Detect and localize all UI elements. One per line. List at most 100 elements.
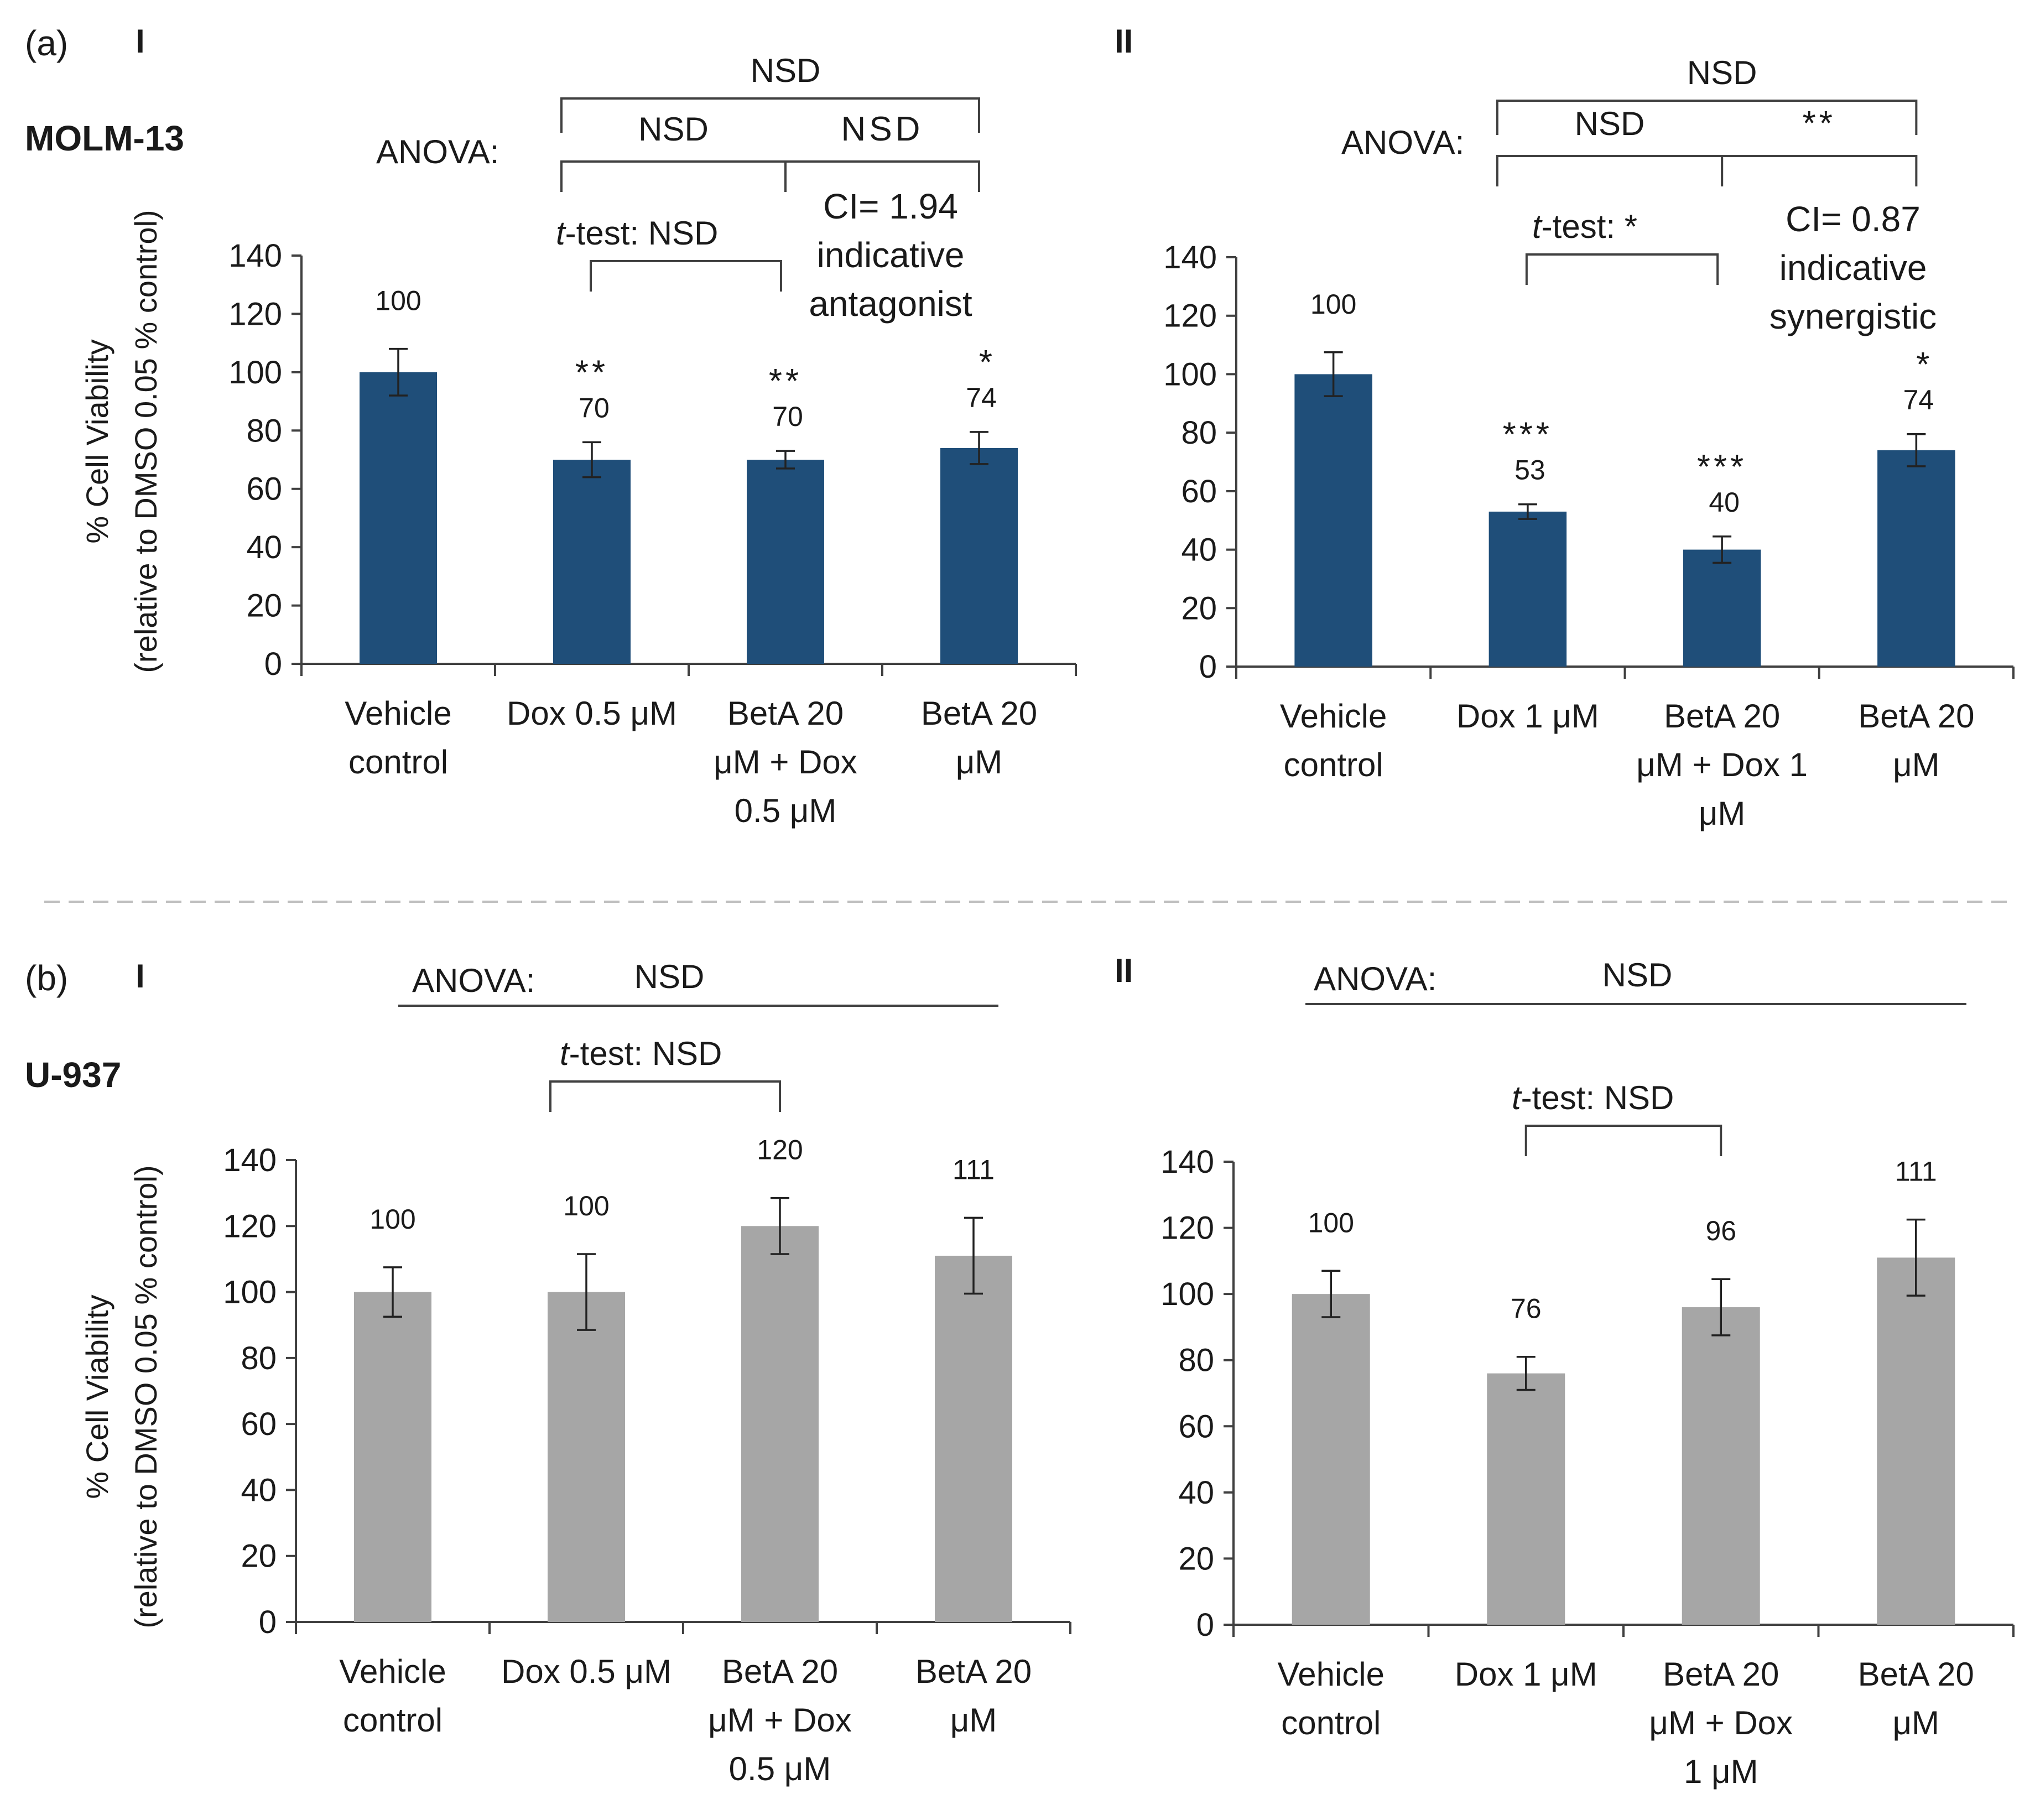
ttest-bracket <box>549 1080 781 1112</box>
chart-molm13-panel-II: II020406080100120140100Vehiclecontrol53*… <box>1115 23 2015 832</box>
bar <box>1294 374 1372 667</box>
y-tick-label: 20 <box>1181 590 1217 626</box>
x-tick-label: Vehicle <box>1280 698 1387 735</box>
anova-outer-result: NSD <box>1687 54 1757 91</box>
data-label: 74 <box>1903 384 1934 415</box>
x-tick-label: μM <box>956 743 1003 781</box>
y-tick-label: 40 <box>246 529 282 565</box>
data-label: 100 <box>1308 1207 1354 1238</box>
y-tick-label: 120 <box>228 296 282 332</box>
x-tick-label: control <box>343 1702 443 1739</box>
x-tick-label: μM + Dox <box>1649 1704 1793 1741</box>
y-axis-title-line1: % Cell Viability <box>80 1294 114 1499</box>
bar <box>940 448 1018 664</box>
significance-mark: ** <box>575 353 608 392</box>
y-tick-label: 60 <box>1181 474 1217 509</box>
data-label: 100 <box>369 1204 415 1235</box>
x-tick-label: control <box>1284 746 1383 783</box>
x-tick-label: control <box>1281 1704 1381 1741</box>
y-tick-label: 140 <box>223 1142 277 1178</box>
ttest-italic-t: t <box>556 215 566 252</box>
y-tick-label: 120 <box>1163 298 1217 334</box>
data-label: 100 <box>375 285 421 316</box>
x-tick-label: 0.5 μM <box>729 1750 831 1787</box>
x-tick-label: Dox 0.5 μM <box>501 1653 672 1690</box>
x-tick-label: Vehicle <box>345 695 451 732</box>
x-tick-label: μM <box>950 1702 997 1739</box>
anova-outer-bracket <box>1496 100 1918 135</box>
significance-mark: * <box>979 344 996 382</box>
y-tick-label: 0 <box>1196 1607 1214 1643</box>
ci-annotation: synergistic <box>1769 297 1937 336</box>
y-tick-label: 40 <box>1178 1475 1214 1511</box>
bar <box>1877 1257 1955 1625</box>
panel-number: I <box>136 958 145 995</box>
significance-mark: *** <box>1503 416 1553 454</box>
ttest-label: t-test: NSD <box>1512 1079 1674 1116</box>
bar <box>553 460 631 664</box>
data-label: 120 <box>757 1135 803 1166</box>
y-tick-label: 80 <box>241 1340 277 1376</box>
y-tick-label: 0 <box>264 646 282 682</box>
data-label: 111 <box>1895 1156 1937 1187</box>
x-tick-label: BetA 20 <box>1663 1656 1779 1693</box>
ttest-bracket <box>1525 253 1719 285</box>
data-label: 76 <box>1511 1293 1542 1324</box>
y-axis-title-b: % Cell Viability (relative to DMSO 0.05 … <box>80 1165 163 1628</box>
ttest-suffix: -test: * <box>1542 208 1637 245</box>
data-label: 96 <box>1705 1215 1736 1246</box>
x-tick-label: BetA 20 <box>727 695 844 732</box>
x-tick-label: Dox 1 μM <box>1455 1656 1597 1693</box>
y-tick-label: 0 <box>1199 649 1217 685</box>
y-tick-label: 20 <box>1178 1541 1214 1577</box>
y-tick-label: 140 <box>1160 1144 1214 1180</box>
bar <box>548 1292 625 1622</box>
anova-label: ANOVA: <box>1341 124 1464 161</box>
x-tick-label: BetA 20 <box>1664 698 1780 735</box>
bar <box>741 1226 819 1622</box>
anova-label: ANOVA: <box>412 962 535 999</box>
y-tick-label: 40 <box>241 1472 277 1508</box>
y-tick-label: 100 <box>1160 1276 1214 1312</box>
data-label: 74 <box>966 382 997 413</box>
anova-left-result: NSD <box>638 111 709 148</box>
x-tick-label: BetA 20 <box>722 1653 838 1690</box>
data-label: 70 <box>579 392 610 423</box>
y-tick-label: 20 <box>246 588 282 624</box>
y-tick-label: 60 <box>241 1406 277 1442</box>
anova-right-result: NSD <box>841 110 924 148</box>
y-tick-label: 80 <box>246 413 282 449</box>
anova-right-bracket <box>784 160 980 192</box>
bar <box>935 1255 1012 1622</box>
x-tick-label: μM <box>1699 795 1746 832</box>
x-tick-label: Vehicle <box>1278 1656 1385 1693</box>
y-tick-label: 60 <box>246 471 282 507</box>
data-label: 100 <box>1310 289 1356 320</box>
chart-u937-panel-I: I 0 20 40 60 80 100 120 140 100 Vehicle control 100 D… <box>136 958 1071 1787</box>
y-tick-label: 80 <box>1178 1343 1214 1379</box>
x-tick-label: Vehicle <box>339 1653 446 1690</box>
ttest-label: t-test: NSD <box>556 215 718 252</box>
ttest-italic-t: t <box>1532 208 1543 245</box>
y-tick-label: 0 <box>259 1604 277 1640</box>
ci-annotation: CI= 0.87 <box>1786 199 1921 239</box>
anova-left-bracket <box>1496 155 1724 186</box>
x-tick-label: 0.5 μM <box>735 792 837 829</box>
x-tick-label: μM + Dox 1 <box>1636 746 1808 783</box>
ci-annotation: indicative <box>1779 248 1927 288</box>
ttest-suffix: -test: NSD <box>565 215 719 252</box>
data-label: 100 <box>563 1190 609 1221</box>
bar <box>1683 549 1761 667</box>
bar <box>360 372 437 664</box>
anova-result: NSD <box>634 958 705 995</box>
bar <box>1488 511 1567 667</box>
ci-annotation: indicative <box>817 235 965 275</box>
cell-line-molm13: MOLM-13 <box>25 118 184 158</box>
x-tick-label: Dox 0.5 μM <box>507 695 677 732</box>
bar <box>747 460 824 664</box>
x-tick-label: 1 μM <box>1684 1753 1758 1790</box>
bar <box>1682 1307 1760 1625</box>
ttest-label: t-test: NSD <box>560 1035 722 1072</box>
anova-left-bracket <box>560 160 787 192</box>
data-label: 53 <box>1514 455 1545 486</box>
